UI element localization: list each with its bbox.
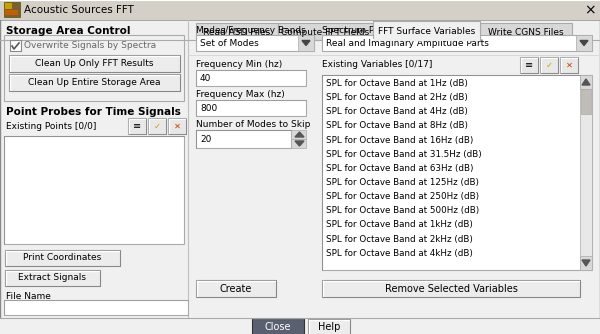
Polygon shape	[302, 40, 310, 45]
Bar	[580, 75, 592, 270]
Text: Spectrum Property: Spectrum Property	[322, 26, 407, 35]
Bar	[373, 21, 480, 40]
Bar	[298, 35, 314, 51]
Bar	[5, 10, 18, 15]
Text: Frequency Min (hz): Frequency Min (hz)	[196, 60, 282, 69]
Bar	[196, 23, 278, 40]
Text: Help: Help	[318, 322, 340, 332]
Text: SPL for Octave Band at 4kHz (dB): SPL for Octave Band at 4kHz (dB)	[326, 249, 473, 258]
Polygon shape	[582, 260, 590, 266]
Text: Existing Points [0/0]: Existing Points [0/0]	[6, 122, 97, 131]
Bar	[291, 139, 306, 148]
Bar	[480, 23, 572, 40]
Text: Acoustic Sources FFT: Acoustic Sources FFT	[24, 5, 134, 15]
Text: Number of Modes to Skip: Number of Modes to Skip	[196, 120, 310, 129]
Text: 800: 800	[200, 104, 217, 113]
Text: SPL for Octave Band at 31.5Hz (dB): SPL for Octave Band at 31.5Hz (dB)	[326, 150, 482, 159]
Bar	[4, 2, 20, 17]
Text: SPL for Octave Band at 2kHz (dB): SPL for Octave Band at 2kHz (dB)	[326, 234, 473, 243]
Bar	[4, 300, 188, 315]
Bar	[322, 280, 580, 297]
Bar	[4, 136, 184, 244]
Text: 20: 20	[200, 135, 211, 144]
Bar	[576, 35, 592, 51]
Bar	[9, 74, 180, 91]
Bar	[540, 57, 558, 73]
Text: Storage Area Control: Storage Area Control	[6, 26, 131, 36]
Text: Frequency Max (hz): Frequency Max (hz)	[196, 90, 285, 99]
Text: SPL for Octave Band at 16Hz (dB): SPL for Octave Band at 16Hz (dB)	[326, 136, 473, 145]
Text: ✕: ✕	[173, 122, 181, 131]
Text: Set of Modes: Set of Modes	[200, 38, 259, 47]
Bar	[4, 35, 184, 101]
Text: SPL for Octave Band at 2Hz (dB): SPL for Octave Band at 2Hz (dB)	[326, 93, 468, 102]
Text: Read ASD Files: Read ASD Files	[203, 27, 271, 36]
Text: SPL for Octave Band at 63Hz (dB): SPL for Octave Band at 63Hz (dB)	[326, 164, 473, 173]
Text: Remove Selected Variables: Remove Selected Variables	[385, 284, 517, 294]
Bar	[5, 3, 12, 9]
Text: Write CGNS Files: Write CGNS Files	[488, 27, 564, 36]
Text: Clean Up Only FFT Results: Clean Up Only FFT Results	[35, 59, 154, 68]
Text: 40: 40	[200, 73, 211, 82]
Bar	[322, 75, 592, 270]
Bar	[520, 57, 538, 73]
Polygon shape	[580, 40, 588, 45]
Text: Overwrite Signals by Spectra: Overwrite Signals by Spectra	[24, 41, 156, 50]
Bar	[148, 118, 166, 134]
Text: Point Probes for Time Signals: Point Probes for Time Signals	[6, 107, 181, 117]
Text: Real and Imaginary Amplitude Parts: Real and Imaginary Amplitude Parts	[326, 38, 489, 47]
Bar	[196, 70, 306, 86]
Bar	[0, 0, 600, 20]
Bar	[10, 40, 21, 51]
Polygon shape	[295, 132, 304, 137]
Bar	[196, 280, 276, 297]
Text: ≡: ≡	[133, 121, 141, 131]
Text: Print Coordinates: Print Coordinates	[23, 254, 101, 263]
Bar	[196, 130, 291, 148]
Text: SPL for Octave Band at 1kHz (dB): SPL for Octave Band at 1kHz (dB)	[326, 220, 473, 229]
Bar	[168, 118, 186, 134]
Bar	[196, 100, 306, 116]
Bar	[560, 57, 578, 73]
Bar	[5, 250, 120, 266]
Text: SPL for Octave Band at 500Hz (dB): SPL for Octave Band at 500Hz (dB)	[326, 206, 479, 215]
Text: File Name: File Name	[6, 292, 51, 301]
Bar	[291, 130, 306, 139]
Bar	[581, 89, 591, 114]
Bar	[5, 270, 100, 286]
Text: Existing Variables [0/17]: Existing Variables [0/17]	[322, 60, 433, 69]
Text: ✕: ✕	[566, 60, 572, 69]
Bar	[128, 118, 146, 134]
Text: Modes/Frequency Bands: Modes/Frequency Bands	[196, 26, 306, 35]
Text: SPL for Octave Band at 250Hz (dB): SPL for Octave Band at 250Hz (dB)	[326, 192, 479, 201]
Text: Extract Signals: Extract Signals	[19, 274, 86, 283]
Bar	[308, 319, 350, 334]
Text: Create: Create	[220, 284, 252, 294]
Text: FFT Surface Variables: FFT Surface Variables	[378, 26, 475, 35]
Bar	[580, 75, 592, 89]
Polygon shape	[582, 79, 590, 85]
Text: ×: ×	[584, 3, 596, 17]
Text: SPL for Octave Band at 8Hz (dB): SPL for Octave Band at 8Hz (dB)	[326, 122, 468, 131]
Text: Close: Close	[265, 322, 291, 332]
Text: ✓: ✓	[545, 60, 553, 69]
Bar	[196, 35, 314, 51]
Text: SPL for Octave Band at 125Hz (dB): SPL for Octave Band at 125Hz (dB)	[326, 178, 479, 187]
Bar	[0, 318, 600, 334]
Polygon shape	[295, 141, 304, 146]
Bar	[278, 23, 373, 40]
Text: Compute FFT Fields: Compute FFT Fields	[281, 27, 370, 36]
Text: ✓: ✓	[154, 122, 161, 131]
Bar	[9, 55, 180, 72]
Text: ≡: ≡	[525, 60, 533, 70]
Bar	[252, 319, 304, 334]
Text: SPL for Octave Band at 4Hz (dB): SPL for Octave Band at 4Hz (dB)	[326, 107, 468, 116]
Text: Clean Up Entire Storage Area: Clean Up Entire Storage Area	[28, 78, 161, 87]
Bar	[322, 35, 592, 51]
Text: SPL for Octave Band at 1Hz (dB): SPL for Octave Band at 1Hz (dB)	[326, 79, 468, 88]
Bar	[580, 256, 592, 270]
